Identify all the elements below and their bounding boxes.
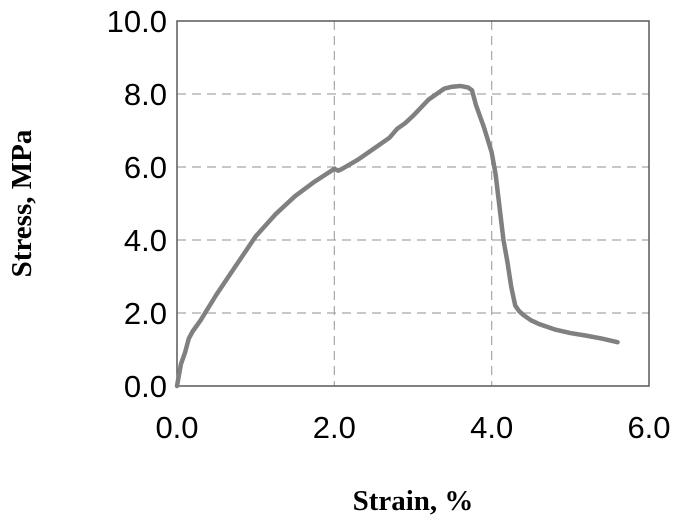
x-tick-label-1: 2.0 (313, 410, 356, 445)
y-tick-label-0: 0.0 (124, 369, 167, 404)
y-tick-label-2: 4.0 (124, 223, 167, 258)
y-axis-title: Stress, MPa (6, 129, 38, 277)
y-tick-label-3: 6.0 (124, 150, 167, 185)
x-axis-title: Strain, % (353, 485, 474, 517)
y-tick-label-5: 10.0 (107, 4, 167, 39)
series-line-0 (174, 83, 620, 389)
y-tick-label-1: 2.0 (124, 296, 167, 331)
x-tick-label-2: 4.0 (470, 410, 513, 445)
series-group (174, 83, 620, 389)
y-tick-label-4: 8.0 (124, 77, 167, 112)
tick-labels: 0.0 2.0 4.0 6.0 8.0 10.0 0.0 2.0 4.0 6.0 (107, 4, 671, 445)
x-tick-label-0: 0.0 (155, 410, 198, 445)
plot-frame (176, 20, 650, 387)
x-tick-label-3: 6.0 (627, 410, 670, 445)
